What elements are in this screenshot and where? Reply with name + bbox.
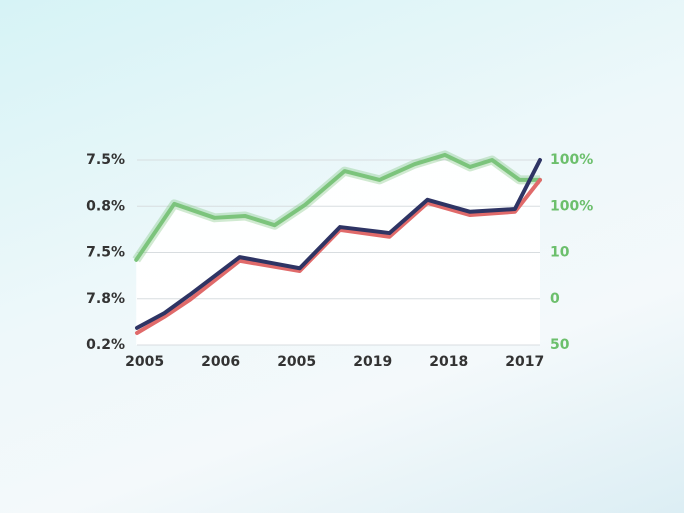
- line: [135, 158, 542, 330]
- x-tick-label: 2018: [429, 354, 468, 370]
- y2-tick-label: 100%: [550, 198, 593, 214]
- x-tick-label: 2019: [353, 354, 392, 370]
- plot-panel: [136, 154, 540, 345]
- x-tick-label: 2005: [277, 354, 316, 370]
- y2-tick-label: 10: [550, 245, 570, 261]
- y-tick-label: 7.5%: [86, 245, 125, 261]
- y2-tick-label: 100%: [550, 152, 593, 168]
- y2-tick-label: 50: [550, 337, 570, 353]
- line: [134, 152, 542, 262]
- y-tick-label: 7.8%: [86, 291, 125, 307]
- x-tick-label: 2005: [125, 354, 164, 370]
- x-tick-label: 2006: [201, 354, 240, 370]
- x-tick-label: 2017: [505, 354, 544, 370]
- y-tick-label: 7.5%: [86, 152, 125, 168]
- y2-tick-label: 0: [550, 291, 560, 307]
- y-tick-label: 0.8%: [86, 198, 125, 214]
- y-tick-label: 0.2%: [86, 337, 125, 353]
